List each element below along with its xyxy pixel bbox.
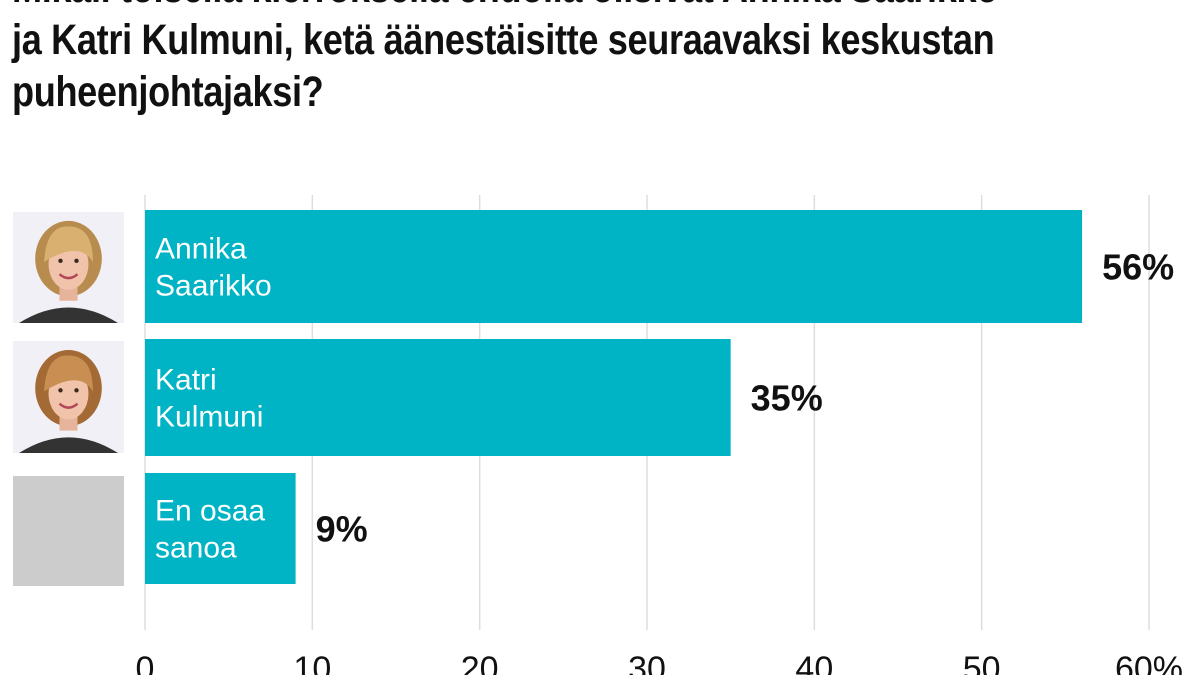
value-label-1: 35% — [751, 378, 823, 419]
eye-right — [74, 388, 78, 392]
bar-2 — [145, 473, 296, 584]
x-tick-label-3: 30 — [628, 650, 666, 675]
x-tick-label-2: 20 — [461, 650, 499, 675]
bar-category-line: Kulmuni — [155, 401, 263, 434]
bar-category-line: Annika — [155, 233, 247, 266]
portrait-photo-0 — [13, 212, 124, 323]
x-tick-label-1: 10 — [293, 650, 331, 675]
bar-category-line: sanoa — [155, 532, 237, 565]
eye-left — [58, 259, 62, 263]
x-tick-label-5: 50 — [963, 650, 1001, 675]
eye-right — [74, 259, 78, 263]
x-tick-label-6: 60% — [1115, 650, 1183, 675]
value-label-2: 9% — [316, 509, 368, 550]
eye-left — [58, 388, 62, 392]
bar-0 — [145, 210, 1082, 323]
photo-placeholder — [13, 476, 124, 586]
x-tick-label-0: 0 — [136, 650, 155, 675]
portrait-photo-1 — [13, 341, 124, 453]
x-tick-label-4: 40 — [795, 650, 833, 675]
bar-1 — [145, 339, 731, 456]
bar-category-line: Katri — [155, 364, 217, 397]
bar-category-line: Saarikko — [155, 270, 272, 303]
value-label-0: 56% — [1102, 247, 1174, 288]
bar-category-line: En osaa — [155, 495, 265, 528]
